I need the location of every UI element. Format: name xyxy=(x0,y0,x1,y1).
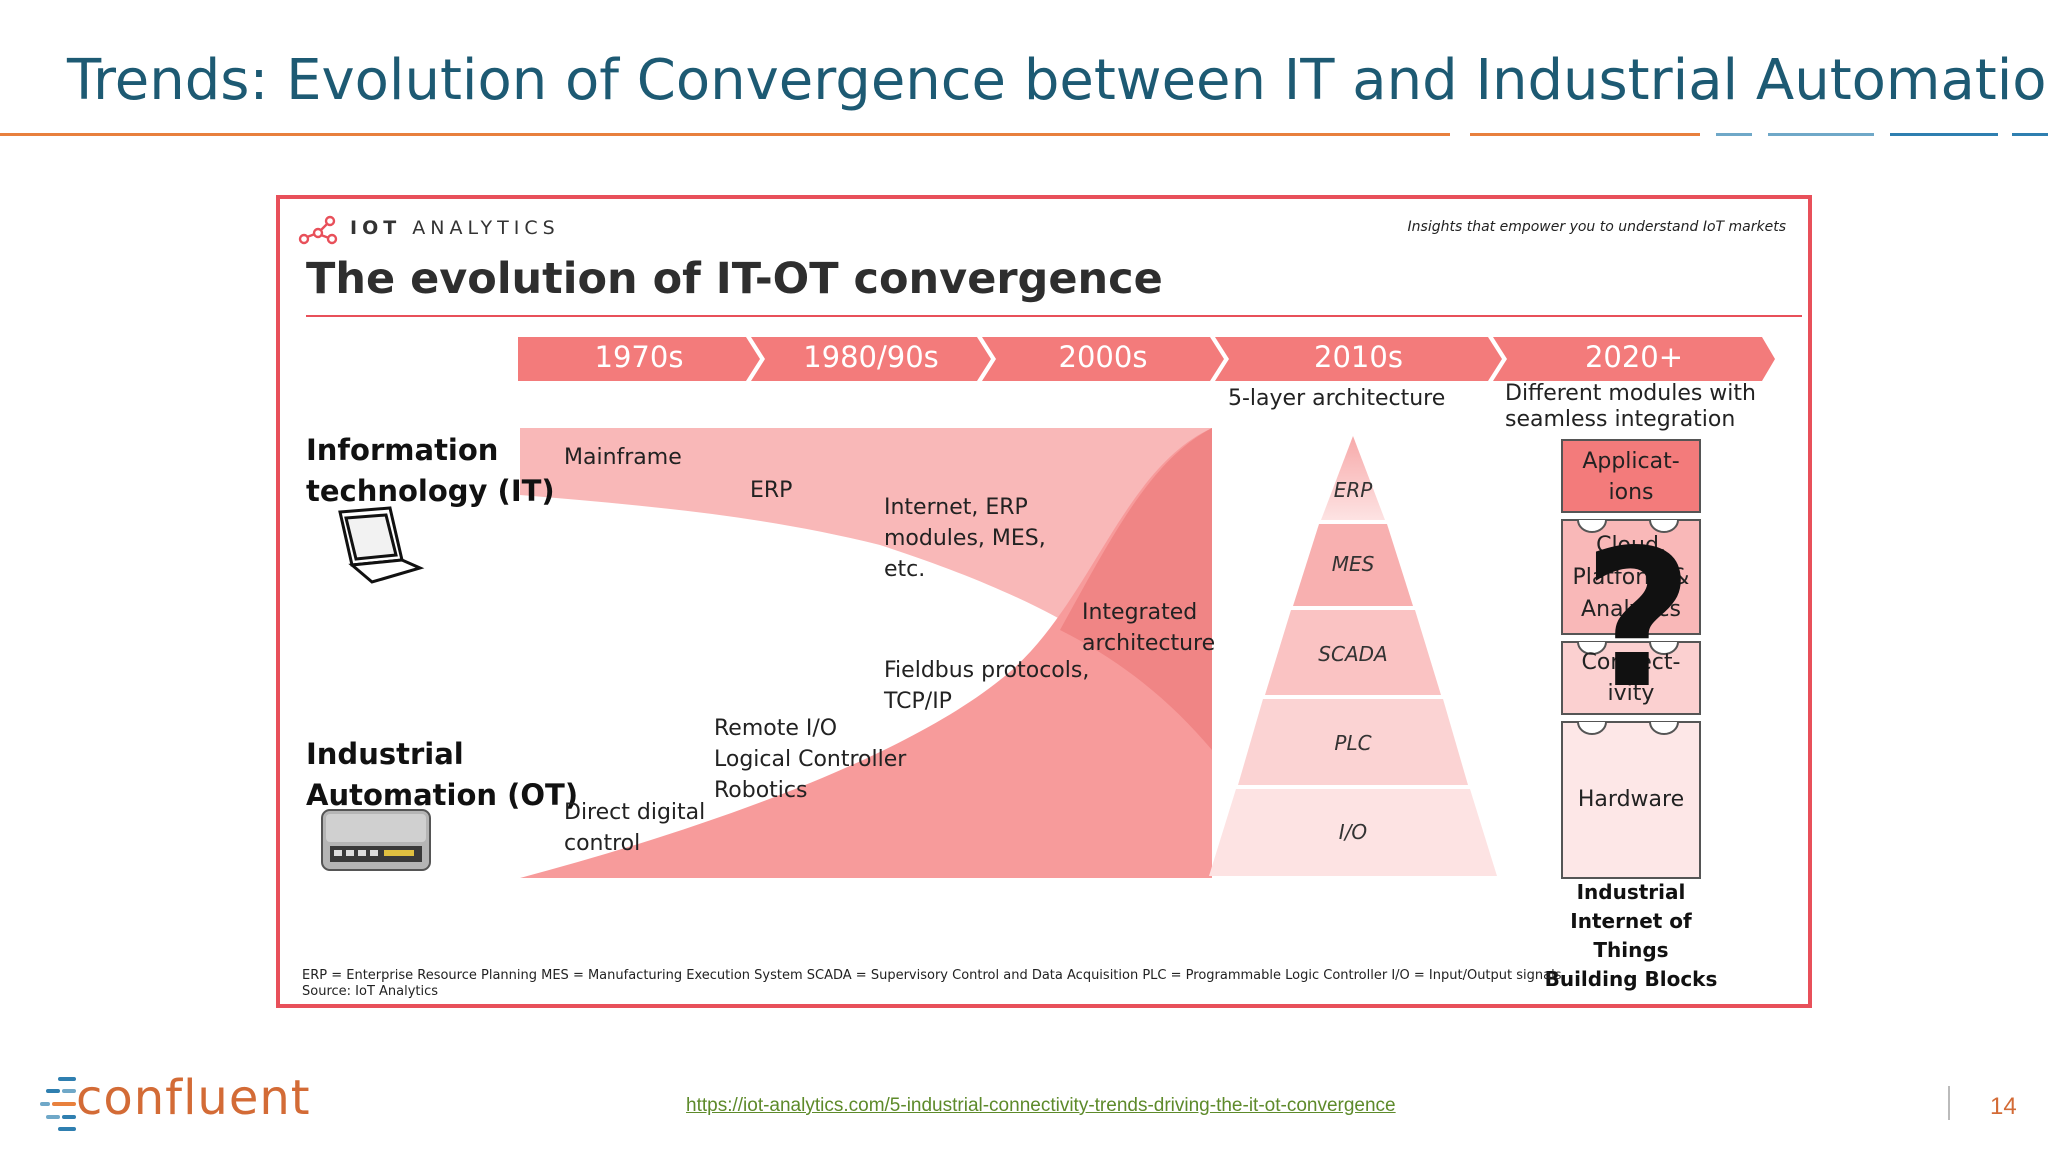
puzzle-connectors xyxy=(1577,519,1679,735)
it-label-line1: Information xyxy=(306,433,499,467)
block-label-applications-line1: Applicat- xyxy=(1582,449,1680,474)
iiot-caption: Industrial Internet of Things Building B… xyxy=(1531,878,1731,994)
block-label-cloud-line2: Platform & xyxy=(1572,565,1690,590)
pyramid-label-mes: MES xyxy=(1331,552,1375,576)
era-subtitle-2020-line1: Different modules with xyxy=(1505,381,1756,406)
era-label: 1980/90s xyxy=(803,340,939,374)
abbreviation-legend: ERP = Enterprise Resource Planning MES =… xyxy=(302,968,1561,1000)
era-label: 1970s xyxy=(594,340,684,374)
confluent-logo-text: confluent xyxy=(76,1070,311,1126)
label-internet-line1: Internet, ERP xyxy=(884,495,1028,520)
label-erp: ERP xyxy=(750,478,793,503)
pyramid-layer-mes xyxy=(1293,524,1413,606)
era-chevron-2010s xyxy=(1215,337,1502,381)
legend-line1: ERP = Enterprise Resource Planning MES =… xyxy=(302,968,1562,983)
infographic-title-rule xyxy=(306,315,1802,317)
iiot-caption-line2: Internet of Things xyxy=(1570,909,1692,962)
era-chevron-2020 xyxy=(1493,337,1775,381)
block-label-connectivity-line1: Connect- xyxy=(1581,650,1681,675)
laptop-icon xyxy=(338,506,425,584)
label-internet-line2: modules, MES, xyxy=(884,526,1046,551)
label-fieldbus-line1: Fieldbus protocols, xyxy=(884,658,1090,683)
slide-title: Trends: Evolution of Convergence between… xyxy=(67,48,2048,113)
block-label-applications-line2: ions xyxy=(1608,480,1654,505)
it-band xyxy=(520,428,1212,750)
block-cloud xyxy=(1561,519,1701,635)
page-number-divider xyxy=(1948,1086,1950,1120)
ot-label-line2: Automation (OT) xyxy=(306,778,579,812)
confluent-logo-icon xyxy=(40,1077,76,1131)
pyramid-layer-scada xyxy=(1265,610,1441,695)
block-hardware xyxy=(1561,721,1701,879)
pyramid-label-plc: PLC xyxy=(1334,731,1372,755)
iot-analytics-brand: IOT ANALYTICS xyxy=(350,217,560,239)
title-underline-seg xyxy=(1716,133,1752,136)
iiot-caption-line1: Industrial xyxy=(1576,880,1686,904)
label-integrated-line1: Integrated xyxy=(1082,600,1198,625)
title-underline-seg xyxy=(1768,133,1874,136)
legend-line2: Source: IoT Analytics xyxy=(302,984,439,999)
era-label: 2020+ xyxy=(1584,340,1684,374)
label-integrated-line2: architecture xyxy=(1082,631,1216,656)
integration-overlap xyxy=(1060,428,1212,750)
block-applications xyxy=(1561,439,1701,513)
brand-bold: IOT xyxy=(350,217,402,239)
title-underline-seg xyxy=(1890,133,1998,136)
infographic-title: The evolution of IT-OT convergence xyxy=(306,254,1163,304)
block-label-cloud-line1: Cloud, xyxy=(1596,533,1666,558)
label-ddc-line2: control xyxy=(564,831,641,856)
era-subtitle-2010s: 5-layer architecture xyxy=(1228,386,1446,411)
pyramid-layer-plc xyxy=(1238,699,1468,785)
it-label-line2: technology (IT) xyxy=(306,474,555,508)
brand-light: ANALYTICS xyxy=(412,217,560,239)
title-underline xyxy=(0,133,1450,136)
label-internet-line3: etc. xyxy=(884,557,926,582)
label-ddc-line1: Direct digital xyxy=(564,800,706,825)
pyramid-layer-io xyxy=(1209,789,1497,876)
era-chevron-2000s xyxy=(982,337,1224,381)
pyramid-label-erp: ERP xyxy=(1333,478,1373,502)
label-remote-line2: Logical Controller xyxy=(714,747,907,772)
question-mark-icon: ? xyxy=(1582,509,1694,730)
page-number: 14 xyxy=(1990,1093,2017,1120)
source-link[interactable]: https://iot-analytics.com/5-industrial-c… xyxy=(686,1095,1396,1116)
era-chevron-1980s xyxy=(751,337,991,381)
pyramid-layer-erp xyxy=(1321,436,1385,520)
pyramid-label-scada: SCADA xyxy=(1318,642,1388,666)
network-switch-icon xyxy=(321,809,431,871)
label-remote-line1: Remote I/O xyxy=(714,716,838,741)
block-label-cloud-line3: Analytics xyxy=(1581,597,1681,622)
tagline: Insights that empower you to understand … xyxy=(1407,219,1786,235)
block-connectivity xyxy=(1561,641,1701,715)
ot-band xyxy=(520,428,1212,878)
block-label-connectivity-line2: ivity xyxy=(1607,681,1655,706)
title-underline-seg xyxy=(1470,133,1700,136)
block-label-hardware: Hardware xyxy=(1577,787,1685,812)
label-fieldbus-line2: TCP/IP xyxy=(884,689,952,714)
iot-analytics-logo-icon xyxy=(298,215,338,245)
pyramid-label-io: I/O xyxy=(1338,820,1368,844)
ot-label-line1: Industrial xyxy=(306,737,464,771)
label-remote-line3: Robotics xyxy=(714,778,808,803)
era-label: 2000s xyxy=(1058,340,1148,374)
era-subtitle-2020-line2: seamless integration xyxy=(1505,407,1736,432)
era-label: 2010s xyxy=(1314,340,1403,374)
title-underline-seg xyxy=(2012,133,2048,136)
iiot-caption-line3: Building Blocks xyxy=(1544,967,1718,991)
label-mainframe: Mainframe xyxy=(564,445,682,470)
era-chevron-1970s xyxy=(518,337,760,381)
